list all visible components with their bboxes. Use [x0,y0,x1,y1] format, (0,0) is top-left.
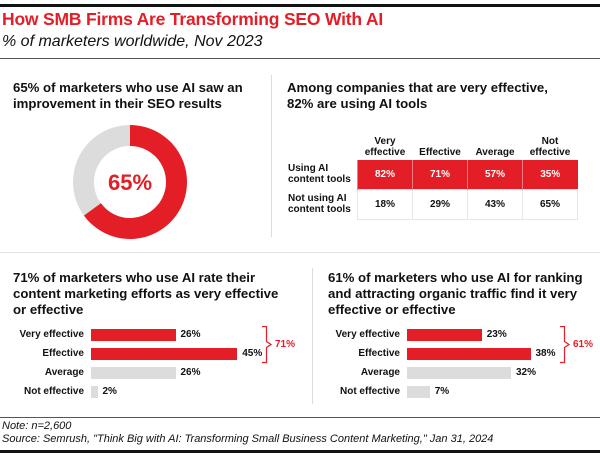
donut-panel-title: 65% of marketers who use AI saw an impro… [13,80,243,112]
row-label-line: Not using AI [288,193,347,204]
col-header-not-effective: Not effective [529,136,571,158]
col-header-very-effective: Very effective [364,136,406,158]
bar-title-line: and attracting organic traffic find it v… [328,286,578,301]
header-rule [0,58,600,59]
panel-divider-vertical-bottom [312,268,313,404]
bar-average [91,367,176,379]
table-cell: 65% [522,189,578,220]
bracket-total-label: 71% [275,338,296,350]
bar-category-label: Average [44,367,84,378]
source-note: Source: Semrush, "Think Big with AI: Tra… [2,433,494,445]
bar-very-effective [407,329,482,341]
row-label-not-using-ai: Not using AI content tools [288,193,351,215]
bracket-icon [262,326,273,364]
table-cell: 18% [357,189,413,220]
bar-panel-right-title: 61% of marketers who use AI for ranking … [328,270,583,318]
bar-effective [407,348,531,360]
panel-divider-vertical-top [271,75,272,237]
donut-title-line: improvement in their SEO results [13,96,222,111]
bottom-rule [0,450,600,453]
bar-value-label: 23% [486,329,507,340]
table-header-row: Very effective Effective Average Not effec… [358,128,578,160]
bar-value-label: 2% [102,386,117,397]
donut-chart: 65% [73,125,187,239]
bar-category-label: Average [360,367,400,378]
donut-slice-improved [83,125,187,239]
table-row-using-ai: 82% 71% 57% 35% [357,160,578,190]
row-label-line: content tools [288,204,351,215]
table-panel-title: Among companies that are very effective,… [287,80,548,112]
bar-category-label: Very effective [335,329,401,340]
col-header-average: Average [475,147,515,158]
bar-value-label: 26% [180,329,201,340]
bar-effective [91,348,238,360]
row-label-using-ai: Using AI content tools [288,163,351,185]
bar-category-label: Effective [42,348,84,359]
bar-not-effective [407,386,430,398]
panel-divider-horizontal [0,252,600,253]
chart-title: How SMB Firms Are Transforming SEO With … [2,9,384,29]
table-cell: 71% [412,160,468,190]
table-row-not-using-ai: 18% 29% 43% 65% [357,189,578,220]
bar-category-label: Not effective [23,386,84,397]
bar-title-line: or effective [13,302,84,317]
footnote: Note: n=2,600 [2,420,72,432]
footer-rule [0,417,600,418]
bar-value-label: 7% [434,386,450,397]
row-label-line: Using AI [288,163,329,174]
table-cell: 35% [522,160,578,190]
table-title-line: Among companies that are very effective, [287,80,548,95]
bar-not-effective [91,386,98,398]
row-label-line: content tools [288,174,351,185]
effectiveness-table: Very effective Effective Average Not effec… [357,128,578,220]
table-title-line: 82% are using AI tools [287,96,428,111]
bracket-total-label: 61% [573,338,594,350]
table-cell: 43% [467,189,523,220]
top-rule [0,4,600,7]
bar-title-line: 61% of marketers who use AI for ranking [328,270,583,285]
bar-category-label: Not effective [339,386,400,397]
table-cell: 82% [357,160,413,190]
col-header-effective: Effective [419,147,461,158]
donut-slice-other [73,125,130,216]
table-cell: 57% [467,160,523,190]
bar-value-label: 38% [535,348,556,359]
bar-value-label: 32% [516,367,537,378]
bar-average [407,367,511,379]
bar-title-line: effective or effective [328,302,456,317]
donut-center-label: 65% [108,170,152,195]
bar-panel-left-title: 71% of marketers who use AI rate their c… [13,270,278,318]
table-cell: 29% [412,189,468,220]
bar-value-label: 45% [242,348,263,359]
bracket-icon [560,326,571,364]
donut-title-line: 65% of marketers who use AI saw an [13,80,243,95]
bar-category-label: Effective [358,348,400,359]
bar-very-effective [91,329,176,341]
bar-title-line: 71% of marketers who use AI rate their [13,270,256,285]
bar-value-label: 26% [180,367,201,378]
bar-title-line: content marketing efforts as very effect… [13,286,279,301]
chart-subtitle: % of marketers worldwide, Nov 2023 [2,33,263,50]
bar-category-label: Very effective [19,329,85,340]
